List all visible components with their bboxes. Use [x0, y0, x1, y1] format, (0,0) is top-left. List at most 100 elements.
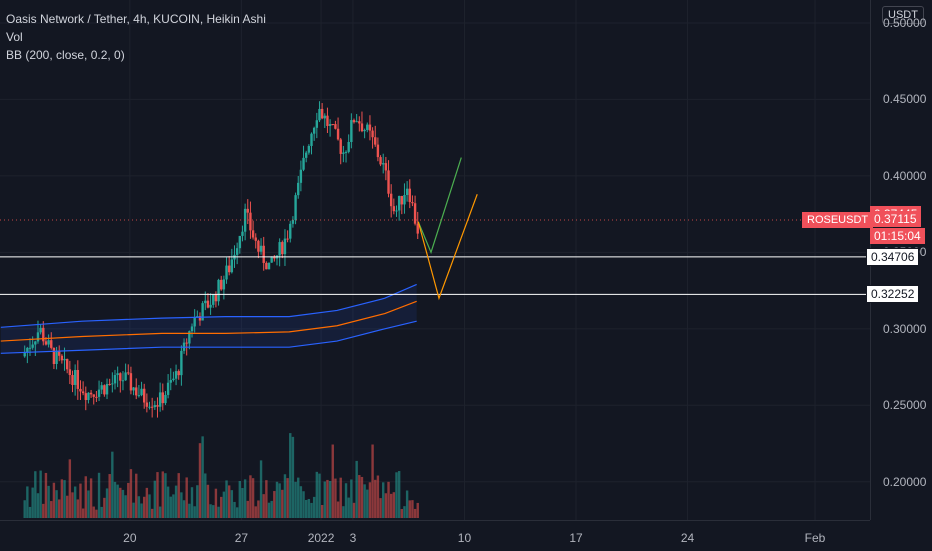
time-tick-label: 27: [234, 531, 249, 545]
candle-body: [331, 124, 334, 126]
candle-body: [230, 259, 234, 273]
candle-body: [336, 128, 340, 140]
candle-body: [148, 406, 151, 408]
candle-body: [23, 352, 26, 357]
volume-bar: [198, 443, 202, 518]
volume-bar: [384, 493, 388, 518]
price-tick-label: 0.30000: [883, 321, 927, 336]
volume-bar: [289, 433, 292, 518]
candle-body: [254, 237, 257, 241]
candle-body: [79, 388, 82, 392]
candle-body: [408, 188, 411, 203]
volume-bar: [366, 489, 369, 518]
volume-bar: [382, 482, 385, 518]
volume-bar: [217, 506, 220, 518]
volume-bar: [238, 481, 242, 518]
volume-bar: [310, 502, 313, 518]
candle-body: [262, 245, 265, 263]
volume-bar: [214, 488, 218, 518]
candle-body: [58, 350, 61, 356]
volume-bar: [241, 488, 244, 518]
candle-body: [36, 332, 40, 342]
volume-bar: [249, 475, 252, 518]
candle-body: [307, 145, 311, 153]
volume-bar: [403, 506, 406, 518]
candle-body: [411, 202, 414, 204]
time-axis[interactable]: 20 27 2022 3 10 17 24 Feb: [0, 520, 870, 551]
volume-bar: [320, 505, 324, 518]
volume-bar: [164, 473, 167, 518]
time-tick-label: 24: [680, 531, 695, 545]
candle-body: [60, 355, 64, 361]
volume-bar: [113, 481, 117, 518]
candle-body: [206, 300, 210, 308]
volume-bar: [371, 444, 374, 518]
volume-bar: [132, 502, 135, 518]
candle-body: [50, 340, 53, 348]
volume-bar: [281, 489, 284, 518]
projection-line-orange: [417, 194, 478, 301]
candle-body: [267, 262, 271, 270]
candle-body: [185, 342, 188, 344]
volume-bar: [169, 496, 172, 518]
volume-bar: [405, 490, 409, 518]
candle-body: [198, 316, 202, 321]
volume-bar: [270, 500, 273, 518]
symbol-tag: ROSEUSDT: [802, 212, 874, 228]
chart-title[interactable]: Oasis Network / Tether, 4h, KUCOIN, Heik…: [6, 12, 266, 26]
candle-body: [158, 392, 162, 407]
candle-body: [143, 388, 146, 403]
candle-body: [371, 130, 374, 138]
candle-body: [320, 108, 324, 119]
candle-body: [150, 406, 154, 408]
level-label-lower: 0.32252: [866, 285, 920, 304]
candle-body: [63, 358, 66, 361]
candle-body: [44, 341, 48, 345]
candle-body: [177, 371, 180, 376]
last-price-label: 0.37115: [870, 211, 921, 227]
volume-bar: [262, 494, 265, 518]
volume-bar: [379, 498, 382, 518]
candle-body: [413, 203, 417, 224]
candle-body: [374, 137, 377, 145]
volume-bar: [55, 490, 58, 518]
candle-body: [81, 391, 85, 394]
candle-body: [100, 385, 103, 390]
chart-canvas[interactable]: [0, 0, 870, 520]
volume-bar: [400, 509, 404, 518]
volume-bar: [259, 460, 263, 518]
volume-bar: [201, 436, 204, 518]
candle-body: [180, 350, 183, 376]
candle-body: [387, 170, 390, 194]
indicator-bb[interactable]: BB (200, close, 0.2, 0): [6, 48, 125, 62]
volume-bar: [190, 487, 194, 518]
volume-bar: [42, 503, 45, 518]
volume-bar: [135, 473, 138, 518]
volume-bar: [411, 500, 414, 518]
volume-bar: [156, 472, 159, 518]
price-tick-label: 0.40000: [883, 168, 927, 183]
currency-button[interactable]: USDT: [882, 6, 924, 24]
indicator-vol[interactable]: Vol: [6, 30, 23, 44]
candle-body: [358, 121, 361, 124]
candle-body: [342, 152, 345, 154]
volume-bar: [150, 508, 154, 518]
candle-body: [172, 378, 175, 381]
candle-body: [334, 124, 337, 129]
chart-area[interactable]: Oasis Network / Tether, 4h, KUCOIN, Heik…: [0, 0, 870, 520]
volume-bar: [124, 495, 127, 518]
volume-bar: [230, 490, 234, 518]
volume-bar: [44, 472, 48, 518]
candle-body: [366, 124, 369, 130]
volume-bar: [89, 478, 93, 518]
candle-body: [214, 294, 218, 302]
volume-bar: [34, 471, 37, 518]
volume-bar: [158, 506, 162, 518]
candle-body: [84, 393, 87, 401]
candle-body: [289, 223, 292, 239]
candle-body: [174, 371, 178, 379]
candle-body: [241, 231, 244, 236]
volume-bar: [302, 491, 305, 518]
volume-bar: [119, 487, 122, 518]
candle-body: [251, 230, 255, 238]
